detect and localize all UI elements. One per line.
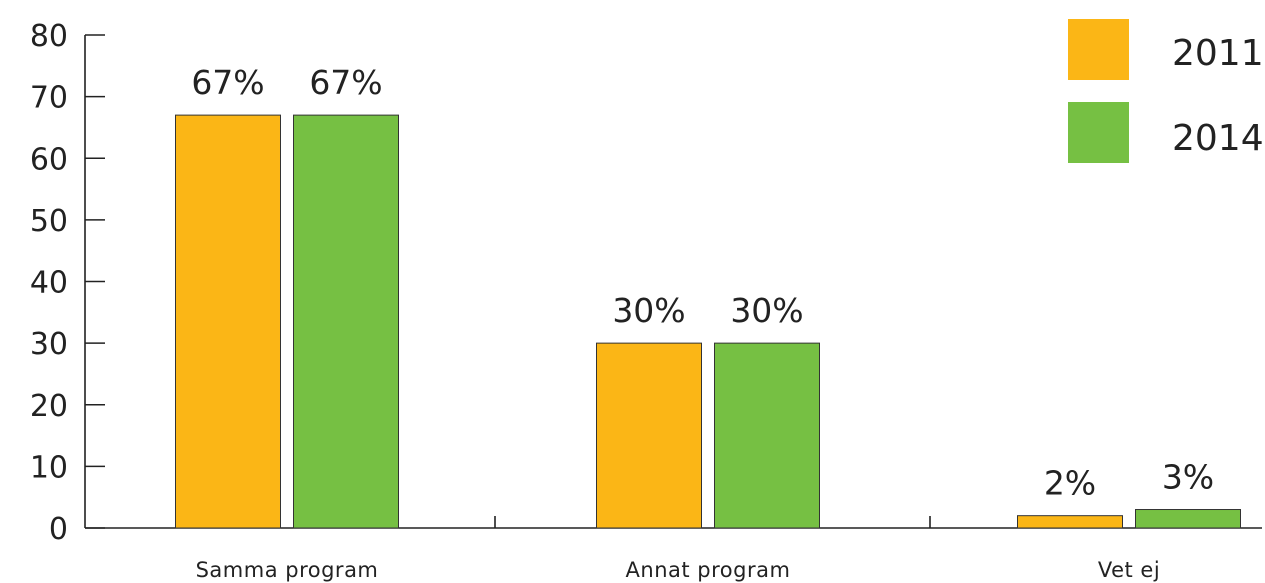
y-axis: 0 10 20 30 40 50 60 70 80 — [30, 19, 105, 547]
y-tick-label: 20 — [30, 389, 68, 424]
legend-swatch-2011 — [1068, 19, 1129, 80]
y-tick-label: 10 — [30, 450, 68, 485]
y-tick-label: 50 — [30, 204, 68, 239]
data-labels: 67% 67% 30% 30% 2% 3% — [191, 63, 1214, 503]
bar-2014-1 — [714, 342, 820, 529]
bar-2011-1 — [596, 342, 702, 529]
legend-label: 2011 — [1172, 33, 1264, 74]
y-tick-label: 80 — [30, 19, 68, 54]
legend-label: 2014 — [1172, 118, 1264, 159]
data-label: 30% — [730, 291, 803, 330]
bars — [175, 114, 1241, 529]
legend: 2011 2014 — [1068, 19, 1264, 163]
bar-2014-0 — [293, 114, 399, 529]
x-category-label: Vet ej — [1098, 558, 1160, 582]
data-label: 2% — [1044, 464, 1096, 503]
bar-2014-2 — [1135, 509, 1241, 529]
y-tick-label: 0 — [49, 512, 68, 547]
bar-2011-2 — [1017, 515, 1123, 529]
legend-swatch-2014 — [1068, 102, 1129, 163]
bar-2011-0 — [175, 114, 281, 529]
x-axis: Samma program Annat program Vet ej — [85, 516, 1262, 582]
data-label: 67% — [191, 63, 264, 102]
y-tick-label: 30 — [30, 327, 68, 362]
x-category-label: Annat program — [626, 558, 791, 582]
y-tick-label: 60 — [30, 142, 68, 177]
data-label: 3% — [1162, 458, 1214, 497]
data-label: 30% — [612, 291, 685, 330]
y-tick-label: 70 — [30, 81, 68, 116]
y-tick-label: 40 — [30, 266, 68, 301]
x-category-label: Samma program — [196, 558, 379, 582]
data-label: 67% — [309, 63, 382, 102]
